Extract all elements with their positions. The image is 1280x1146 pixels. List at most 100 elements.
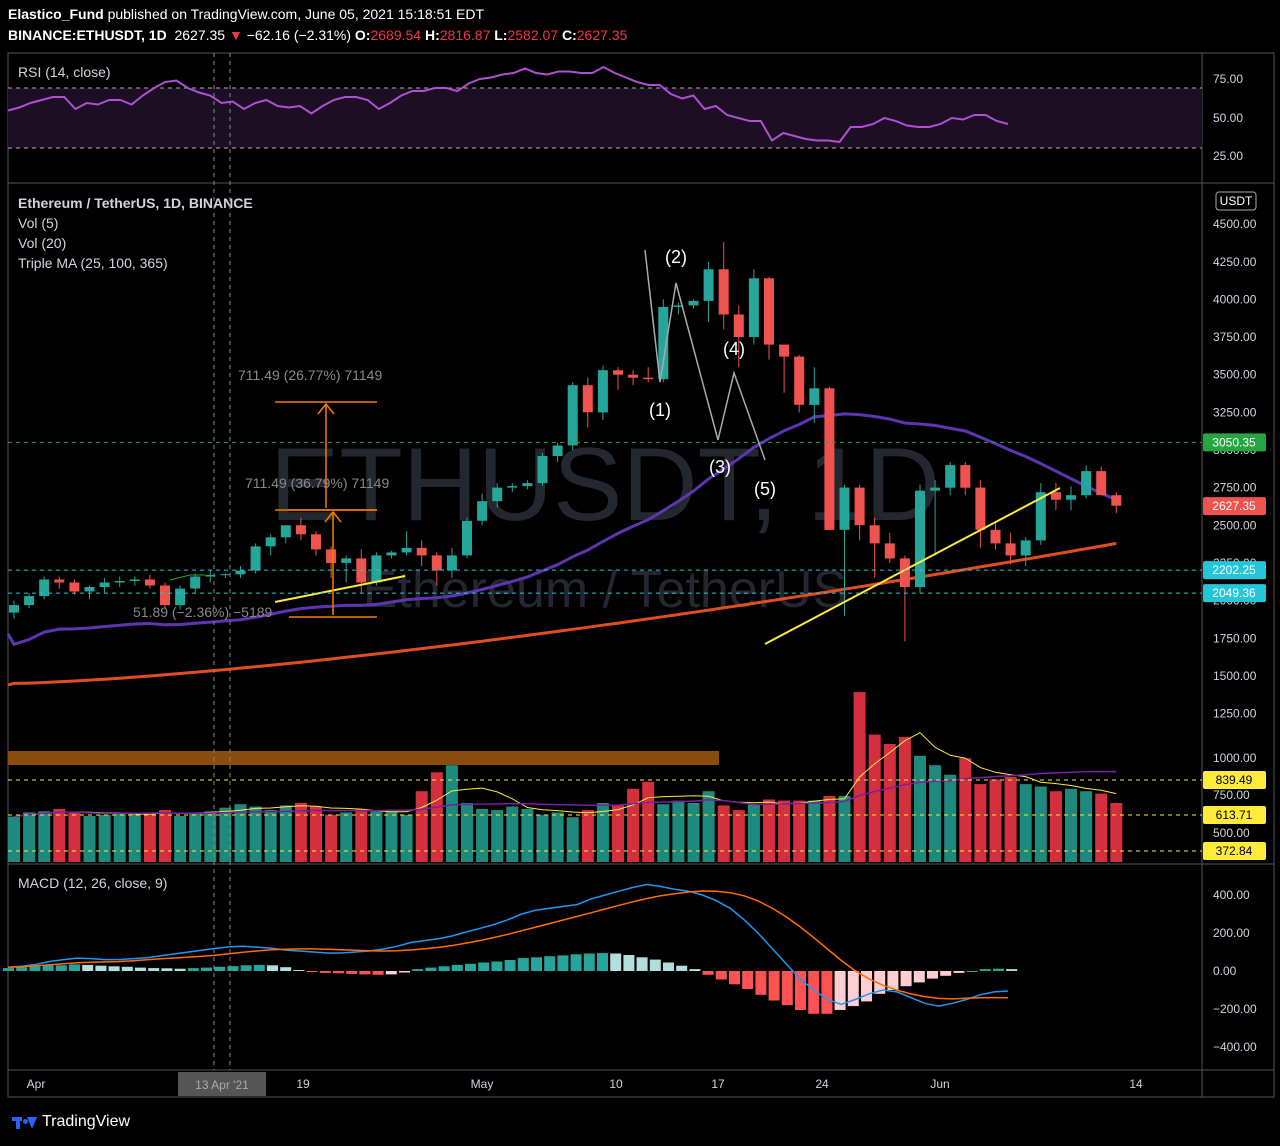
chart-canvas[interactable]: RSI (14, close) 75.00 50.00 25.00 ETHUSD… <box>0 0 1280 1100</box>
candle-body <box>99 582 110 587</box>
volume-bar <box>445 765 458 862</box>
symbol-label[interactable]: BINANCE:ETHUSDT, 1D <box>8 27 167 43</box>
macd-histogram-bar <box>3 968 14 971</box>
macd-histogram-bar <box>438 966 450 972</box>
volume-bar <box>596 803 609 862</box>
candle-body <box>1096 471 1107 496</box>
rsi-title: RSI (14, close) <box>18 64 111 80</box>
volume-bar <box>355 808 368 862</box>
macd-histogram-bar <box>993 968 1004 971</box>
candle-body <box>990 529 1001 544</box>
candle-body <box>311 534 321 550</box>
measure-arrowhead <box>317 402 335 415</box>
candle-body <box>280 525 291 538</box>
candle-body <box>416 547 427 556</box>
candle-body <box>1035 492 1046 541</box>
annotation-layer: 711.49 (26.77%) 71149 711.49 (36.79%) 711… <box>133 247 1061 645</box>
macd-tick: 400.00 <box>1213 888 1250 902</box>
candle-body <box>220 574 231 576</box>
candle-body <box>492 487 503 502</box>
volume-bar <box>491 810 504 862</box>
rsi-tick-2: 25.00 <box>1213 149 1243 163</box>
tradingview-logo-icon[interactable] <box>12 1115 37 1131</box>
macd-histogram-bar <box>570 954 582 971</box>
footer: TradingView <box>0 1100 1280 1146</box>
time-axis[interactable]: Apr 19 May 10 17 24 Jun 14 <box>27 1077 1143 1091</box>
brand-name[interactable]: TradingView <box>42 1113 131 1130</box>
volume-bar <box>264 810 277 862</box>
indicator-vol20: Vol (20) <box>18 235 66 251</box>
volume-bar <box>778 800 791 862</box>
macd-histogram-bar <box>346 971 358 974</box>
rsi-tick-0: 75.00 <box>1213 72 1243 86</box>
macd-histogram-bar <box>240 965 252 971</box>
macd-histogram-bar <box>121 966 133 971</box>
volume-bar <box>823 795 836 862</box>
time-tick: 19 <box>296 1077 310 1091</box>
candle-body <box>446 555 457 571</box>
currency-badge <box>1215 191 1257 211</box>
candle-body <box>643 377 654 380</box>
candle-body <box>673 305 684 307</box>
wave-label: (3) <box>709 457 731 477</box>
panel-frames <box>7 52 1275 1098</box>
macd-tick: 200.00 <box>1213 926 1250 940</box>
macd-histogram-bar <box>1006 969 1018 971</box>
price-label-box <box>1203 584 1266 603</box>
volume-bar <box>808 800 821 862</box>
rsi-line <box>7 65 1009 144</box>
volume-bar <box>687 803 700 862</box>
wave-label: (1) <box>649 400 671 420</box>
close-label: C: <box>561 27 577 43</box>
volume-bar <box>476 808 489 862</box>
macd-histogram-bar <box>385 971 397 975</box>
indicator-ma: Triple MA (25, 100, 365) <box>18 255 168 271</box>
macd-histogram-bar <box>544 956 556 971</box>
candle-body <box>1081 471 1092 496</box>
candle-body <box>341 558 352 563</box>
candle-body <box>39 579 50 597</box>
high-label: H: <box>424 27 440 43</box>
price-axis[interactable]: 4500.00 4250.00 4000.00 3750.00 3500.00 3250.… <box>8 191 1266 840</box>
volume-bar <box>370 811 383 862</box>
volume-bar <box>340 812 353 862</box>
candle-body <box>24 596 35 606</box>
vol20-line <box>13 770 1117 818</box>
volume-bar <box>642 781 655 862</box>
candle-body <box>522 483 533 487</box>
volume-bar <box>113 812 126 862</box>
candle-body <box>250 546 261 571</box>
macd-histogram-bar <box>214 966 226 971</box>
macd-tick: −400.00 <box>1213 1040 1257 1054</box>
macd-title: MACD (12, 26, close, 9) <box>18 875 167 891</box>
publish-line: Elastico_Fund published on TradingView.c… <box>8 6 484 22</box>
volume-layer: 839.49 613.71 372.84 <box>8 692 1266 862</box>
volume-bar <box>1110 803 1123 862</box>
macd-histogram-bar <box>795 971 806 1010</box>
rsi-layer <box>7 65 1009 144</box>
volume-bar <box>219 807 232 862</box>
macd-histogram-bar <box>174 968 186 971</box>
volume-bar <box>159 810 171 862</box>
price-tick: 4250.00 <box>1213 255 1257 269</box>
macd-histogram-bar <box>359 971 371 975</box>
price-tick: 2500.00 <box>1213 518 1257 532</box>
candle-body <box>462 520 472 556</box>
macd-histogram-bar <box>531 957 542 971</box>
candle-body <box>326 549 337 563</box>
macd-histogram-bar <box>399 971 410 973</box>
macd-histogram-bar <box>953 971 965 973</box>
volume-bar <box>974 784 987 862</box>
volume-label-box <box>1203 771 1266 789</box>
macd-tick: 0.00 <box>1213 964 1237 978</box>
volume-bar <box>566 817 579 862</box>
volume-bar <box>189 812 202 862</box>
macd-histogram-bar <box>689 969 701 971</box>
price-label: 3050.35 <box>1212 435 1256 449</box>
macd-histogram-bar <box>280 967 292 971</box>
publisher-name[interactable]: Elastico_Fund <box>8 6 104 22</box>
candle-body <box>582 385 593 413</box>
macd-histogram-bar <box>161 968 173 971</box>
macd-histogram-bar <box>927 971 938 979</box>
price-label: 2049.36 <box>1212 586 1256 600</box>
